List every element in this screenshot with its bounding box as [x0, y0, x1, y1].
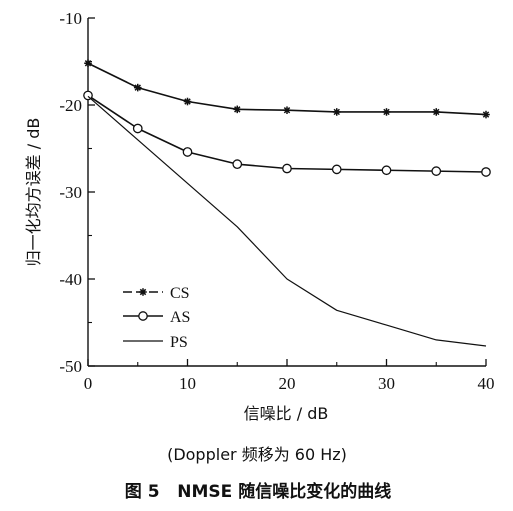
y-tick-label: -20 [59, 96, 82, 115]
y-tick-label: -40 [59, 270, 82, 289]
series-line-ps [87, 95, 487, 347]
x-tick-label: 40 [478, 374, 495, 393]
data-point-cs [482, 110, 490, 119]
legend-label: PS [170, 334, 188, 351]
y-tick-label: -50 [59, 357, 82, 376]
data-point-cs [133, 83, 142, 92]
legend-marker-circle [138, 311, 148, 321]
data-point-cs [382, 108, 391, 116]
x-tick-label: 20 [279, 374, 296, 393]
data-point-as [282, 163, 292, 174]
data-point-as [431, 166, 442, 176]
y-tick-label: -30 [59, 183, 82, 202]
data-point-cs [233, 105, 242, 114]
data-point-cs [332, 108, 341, 116]
data-point-as [132, 123, 143, 134]
x-axis-label: 信噪比 / dB [244, 404, 329, 423]
data-point-cs [283, 106, 291, 115]
data-point-cs [84, 59, 92, 68]
series-as [83, 90, 491, 177]
legend-item-as: AS [123, 309, 190, 326]
data-point-as [381, 165, 392, 176]
data-point-cs [183, 97, 192, 106]
plot-area: -10 -20 -30 -40 -50 0 10 20 30 40 CS AS PS [59, 9, 494, 393]
y-tick-label: -10 [59, 9, 82, 28]
y-ticks: -10 -20 -30 -40 -50 [59, 9, 95, 376]
legend-marker-star [139, 288, 147, 296]
y-axis-label: 归一化均方误差 / dB [24, 118, 43, 267]
x-tick-label: 0 [84, 374, 93, 393]
series-cs [84, 59, 490, 119]
legend-item-cs: CS [123, 285, 190, 302]
x-ticks: 0 10 20 30 40 [84, 359, 495, 393]
series-layer [83, 59, 491, 347]
legend-swatch [123, 311, 163, 321]
x-tick-label: 10 [179, 374, 196, 393]
legend-item-ps: PS [123, 334, 188, 351]
data-point-as [232, 159, 243, 170]
legend: CS AS PS [123, 285, 190, 351]
chart-subtitle: (Doppler 频移为 60 Hz) [167, 445, 347, 464]
figure-caption: 图 5 NMSE 随信噪比变化的曲线 [125, 481, 391, 502]
series-ps [87, 95, 487, 347]
legend-label: AS [170, 309, 190, 326]
legend-label: CS [170, 285, 190, 302]
legend-swatch [123, 288, 163, 296]
data-point-as [182, 147, 193, 157]
data-point-as [331, 164, 342, 175]
data-point-cs [432, 108, 441, 116]
data-point-as [481, 167, 491, 177]
x-tick-label: 30 [378, 374, 395, 393]
